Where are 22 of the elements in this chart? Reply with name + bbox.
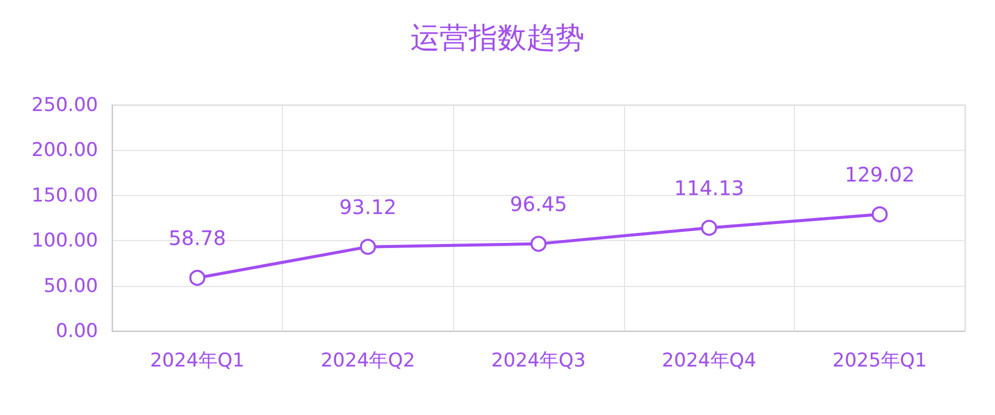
point [360,238,376,255]
y-tick-label: 0.00 [56,320,98,342]
x-tick-label: 2025年Q1 [832,350,927,372]
data-label: 96.45 [510,192,568,216]
x-tick-label: 2024年Q4 [662,350,756,372]
point [530,236,546,252]
x-tick-label: 2024年Q1 [150,350,245,372]
y-tick-label: 200.00 [32,139,98,162]
x-tick-label: 2024年Q2 [320,350,416,372]
x-tick-label: 2024年Q3 [491,350,586,372]
y-tick-label: 250.00 [32,94,98,116]
point [189,270,206,286]
point [872,206,888,222]
y-tick-label: 100.00 [32,230,98,252]
data-label: 58.78 [168,226,226,250]
data-label: 93.12 [339,194,397,219]
data-label: 114.13 [674,176,744,200]
data-label: 129.02 [844,162,915,186]
point [701,220,718,236]
y-tick-label: 150.00 [32,184,98,206]
y-tick-label: 50.00 [44,274,98,297]
chart-title: 运营指数趋势 [410,20,584,54]
